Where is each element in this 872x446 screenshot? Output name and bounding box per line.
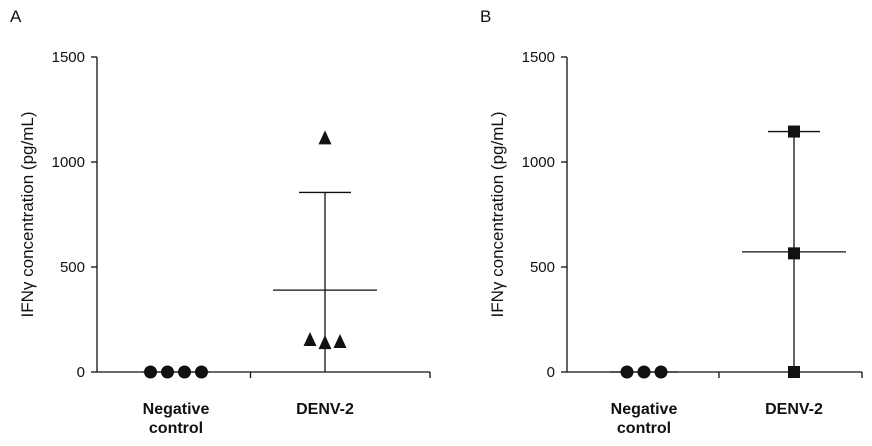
y-tick-label: 0 [77,364,85,381]
data-point-circle [144,365,157,379]
y-tick-label: 1000 [52,154,85,171]
data-point-square [788,125,800,138]
x-category-label: Negative [611,401,678,418]
x-category-label: control [617,420,671,437]
chart-panel-a: A 0 500 1000 1500 IFNγ concentration (pg/mL) N… [10,7,431,437]
y-tick-label: 1500 [52,49,85,66]
data-point-circle [178,365,191,379]
data-point-square [788,366,800,378]
data-point-square [788,247,800,260]
y-tick-label: 500 [60,259,85,276]
y-tick-label: 0 [547,364,555,381]
x-category-label: DENV-2 [296,401,354,418]
y-tick-label: 1000 [522,154,555,171]
chart-panel-b: B 0 500 1000 1500 IFNγ concentration (pg/mL) N… [480,7,863,437]
y-axis-label: IFNγ concentration (pg/mL) [18,112,37,318]
data-point-triangle [318,130,332,145]
data-point-circle [161,365,174,379]
x-category-label: control [149,420,203,437]
data-point-triangle [318,335,332,350]
data-point-circle [637,365,651,379]
data-point-triangle [333,334,347,349]
data-point-circle [654,365,668,379]
y-tick-label: 500 [530,259,555,276]
panel-letter: A [10,7,22,26]
y-tick-label: 1500 [522,49,555,66]
data-point-circle [620,365,634,379]
data-point-circle [195,365,208,379]
x-category-label: DENV-2 [765,401,823,418]
data-point-triangle [303,331,317,346]
x-category-label: Negative [143,401,210,418]
panel-letter: B [480,7,491,26]
y-axis-label: IFNγ concentration (pg/mL) [488,112,507,318]
